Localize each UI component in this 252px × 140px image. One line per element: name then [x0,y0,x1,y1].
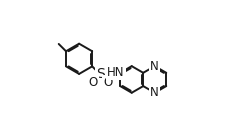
Text: O: O [103,76,112,89]
Text: O: O [88,76,98,89]
Text: N: N [150,60,159,73]
Text: N: N [150,86,159,99]
Text: HN: HN [107,66,125,79]
Text: S: S [96,67,105,81]
